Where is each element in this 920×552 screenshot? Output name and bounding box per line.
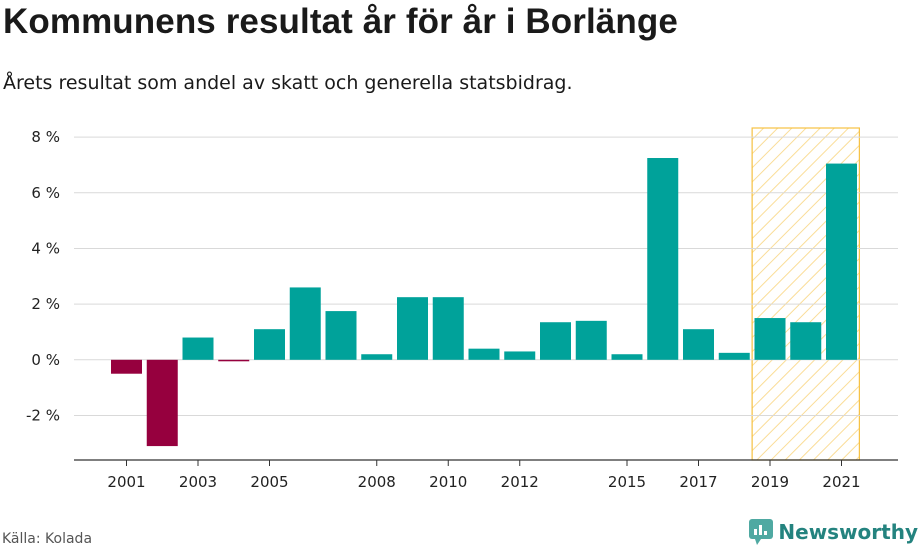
bar <box>718 352 750 360</box>
bar <box>754 318 786 360</box>
x-tick-label: 2017 <box>679 473 717 491</box>
bar <box>254 329 285 360</box>
y-tick-label: 6 % <box>31 184 60 202</box>
bar <box>361 354 393 360</box>
y-tick-label: 4 % <box>31 239 60 257</box>
bar <box>468 348 500 360</box>
bar <box>683 329 714 360</box>
bar <box>611 354 643 360</box>
bar <box>146 359 178 447</box>
bar <box>790 322 822 360</box>
x-tick-label: 2001 <box>107 473 145 491</box>
bar <box>218 359 250 362</box>
bar <box>289 287 321 360</box>
chart-subtitle: Årets resultat som andel av skatt och ge… <box>3 72 573 94</box>
bar <box>325 311 357 360</box>
bar <box>504 351 536 360</box>
bar <box>575 320 607 360</box>
y-tick-label: 2 % <box>31 295 60 313</box>
bar <box>182 337 214 360</box>
x-tick-label: 2003 <box>179 473 217 491</box>
x-tick-label: 2012 <box>501 473 539 491</box>
x-tick-label: 2010 <box>429 473 467 491</box>
bar <box>647 158 679 360</box>
newsworthy-icon <box>749 519 774 545</box>
bar <box>397 297 428 360</box>
chart-title: Kommunens resultat år för år i Borlänge <box>3 2 678 41</box>
y-tick-label: 0 % <box>31 351 60 369</box>
x-tick-label: 2005 <box>250 473 288 491</box>
x-tick-label: 2021 <box>822 473 860 491</box>
y-tick-label: 8 % <box>31 128 60 146</box>
bar <box>826 163 857 360</box>
newsworthy-logo: Newsworthy <box>749 519 918 545</box>
bar <box>432 297 464 360</box>
source-note: Källa: Kolada <box>2 531 93 547</box>
brand-name: Newsworthy <box>778 520 918 544</box>
x-tick-label: 2019 <box>751 473 789 491</box>
y-tick-label: -2 % <box>26 406 60 424</box>
bar <box>111 359 142 374</box>
x-tick-label: 2008 <box>358 473 396 491</box>
x-tick-label: 2015 <box>608 473 646 491</box>
bar <box>540 322 571 360</box>
